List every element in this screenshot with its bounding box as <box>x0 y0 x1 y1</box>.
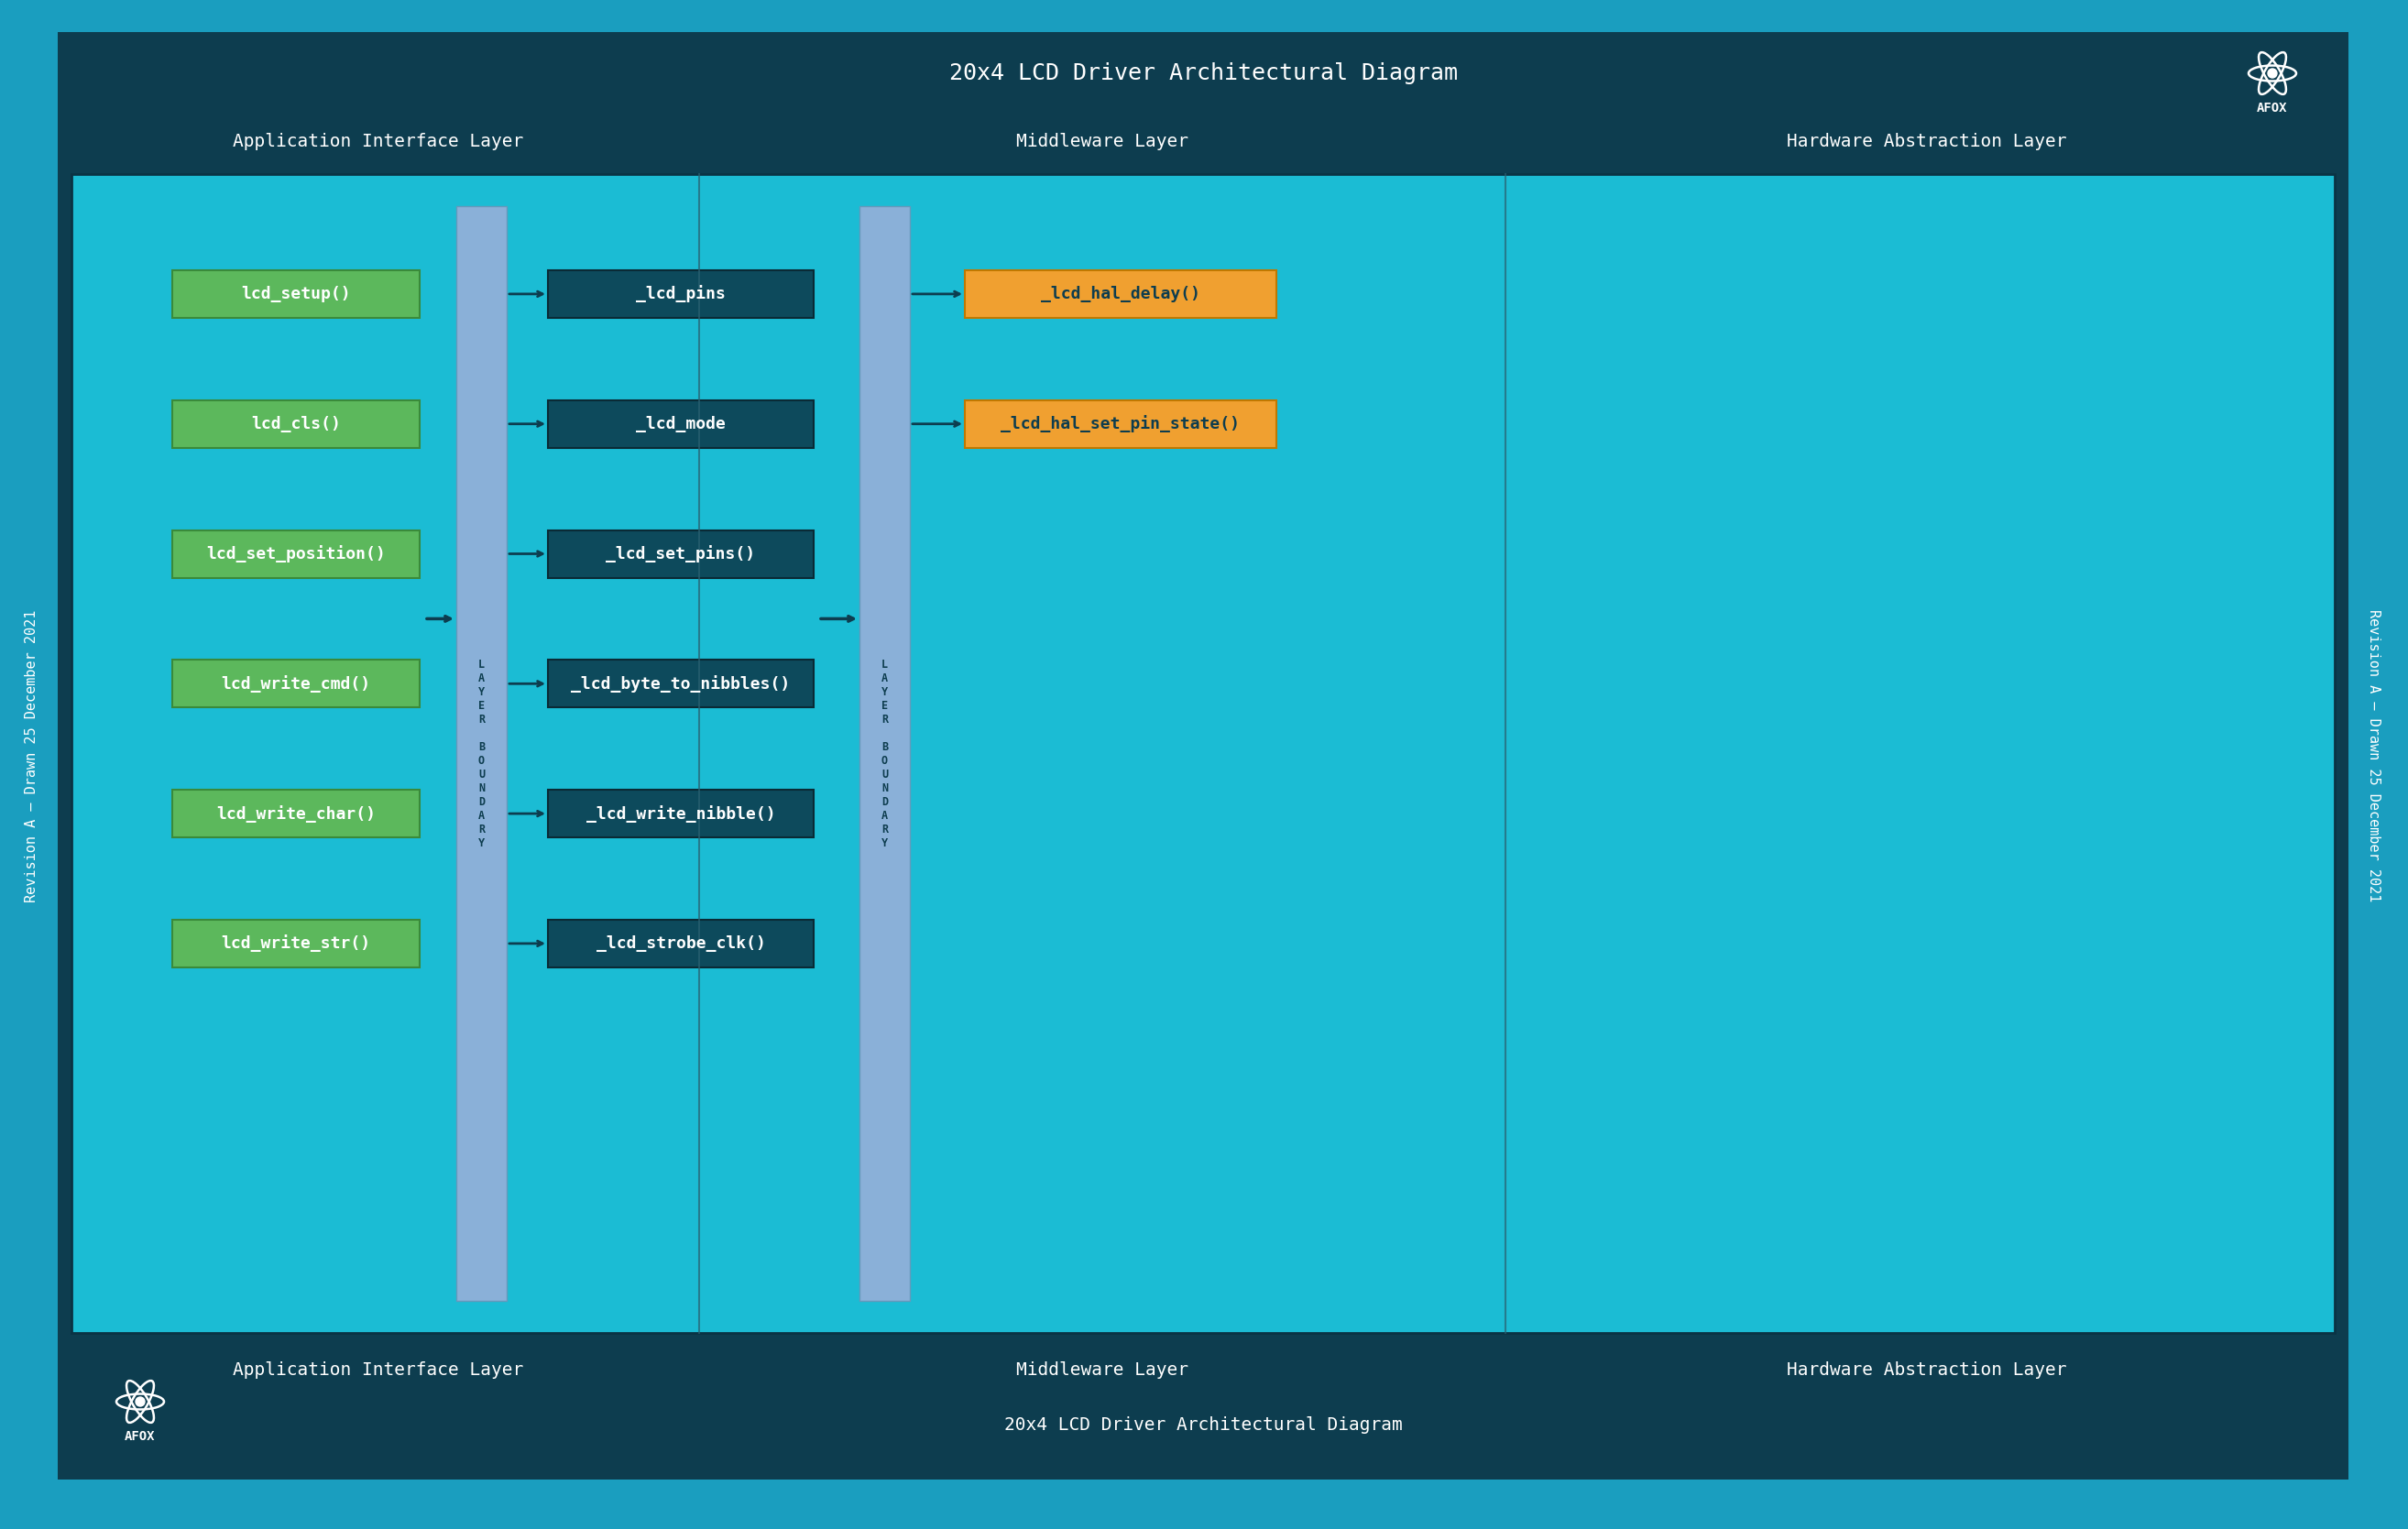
Text: Middleware Layer: Middleware Layer <box>1016 1361 1190 1378</box>
Bar <box>549 531 814 578</box>
Bar <box>173 401 419 448</box>
Text: AFOX: AFOX <box>125 1430 157 1443</box>
Text: Application Interface Layer: Application Interface Layer <box>234 133 525 151</box>
Text: lcd_setup(): lcd_setup() <box>241 286 352 303</box>
Circle shape <box>2268 69 2278 78</box>
Text: Revision A – Drawn 25 December 2021: Revision A – Drawn 25 December 2021 <box>24 610 39 902</box>
Text: _lcd_pins: _lcd_pins <box>636 286 725 303</box>
Text: AFOX: AFOX <box>2256 102 2288 115</box>
Bar <box>58 115 2348 170</box>
Text: _lcd_strobe_clk(): _lcd_strobe_clk() <box>597 936 766 951</box>
Text: lcd_write_str(): lcd_write_str() <box>222 934 371 953</box>
Circle shape <box>135 1398 144 1407</box>
Bar <box>173 790 419 838</box>
Text: 20x4 LCD Driver Architectural Diagram: 20x4 LCD Driver Architectural Diagram <box>1004 1416 1401 1433</box>
Bar <box>549 661 814 708</box>
Text: _lcd_byte_to_nibbles(): _lcd_byte_to_nibbles() <box>571 674 790 693</box>
Text: Middleware Layer: Middleware Layer <box>1016 133 1190 151</box>
Text: 20x4 LCD Driver Architectural Diagram: 20x4 LCD Driver Architectural Diagram <box>949 63 1457 84</box>
Bar <box>966 271 1276 318</box>
Text: _lcd_hal_delay(): _lcd_hal_delay() <box>1040 286 1199 303</box>
Text: lcd_write_cmd(): lcd_write_cmd() <box>222 674 371 693</box>
Bar <box>966 401 1276 448</box>
Text: lcd_set_position(): lcd_set_position() <box>207 546 385 563</box>
Text: L
A
Y
E
R
 
B
O
U
N
D
A
R
Y: L A Y E R B O U N D A R Y <box>881 657 889 849</box>
Text: _lcd_hal_set_pin_state(): _lcd_hal_set_pin_state() <box>1002 416 1240 433</box>
Text: _lcd_write_nibble(): _lcd_write_nibble() <box>585 804 775 823</box>
Text: Application Interface Layer: Application Interface Layer <box>234 1361 525 1378</box>
Text: Hardware Abstraction Layer: Hardware Abstraction Layer <box>1787 1361 2066 1378</box>
Bar <box>58 32 2348 115</box>
Bar <box>860 206 910 1301</box>
Text: L
A
Y
E
R
 
B
O
U
N
D
A
R
Y: L A Y E R B O U N D A R Y <box>479 657 484 849</box>
Bar <box>173 919 419 968</box>
Bar <box>173 271 419 318</box>
Text: Revision A – Drawn 25 December 2021: Revision A – Drawn 25 December 2021 <box>2367 610 2382 902</box>
Text: _lcd_set_pins(): _lcd_set_pins() <box>607 546 756 563</box>
Bar <box>549 919 814 968</box>
Text: lcd_write_char(): lcd_write_char() <box>217 804 376 823</box>
Bar <box>549 271 814 318</box>
Bar <box>58 1338 2348 1480</box>
Bar <box>72 174 2336 1333</box>
Bar <box>173 661 419 708</box>
Bar <box>549 790 814 838</box>
Text: lcd_cls(): lcd_cls() <box>250 416 342 433</box>
Bar <box>173 531 419 578</box>
Bar <box>549 401 814 448</box>
Bar <box>455 206 506 1301</box>
Text: Hardware Abstraction Layer: Hardware Abstraction Layer <box>1787 133 2066 151</box>
Text: _lcd_mode: _lcd_mode <box>636 416 725 433</box>
